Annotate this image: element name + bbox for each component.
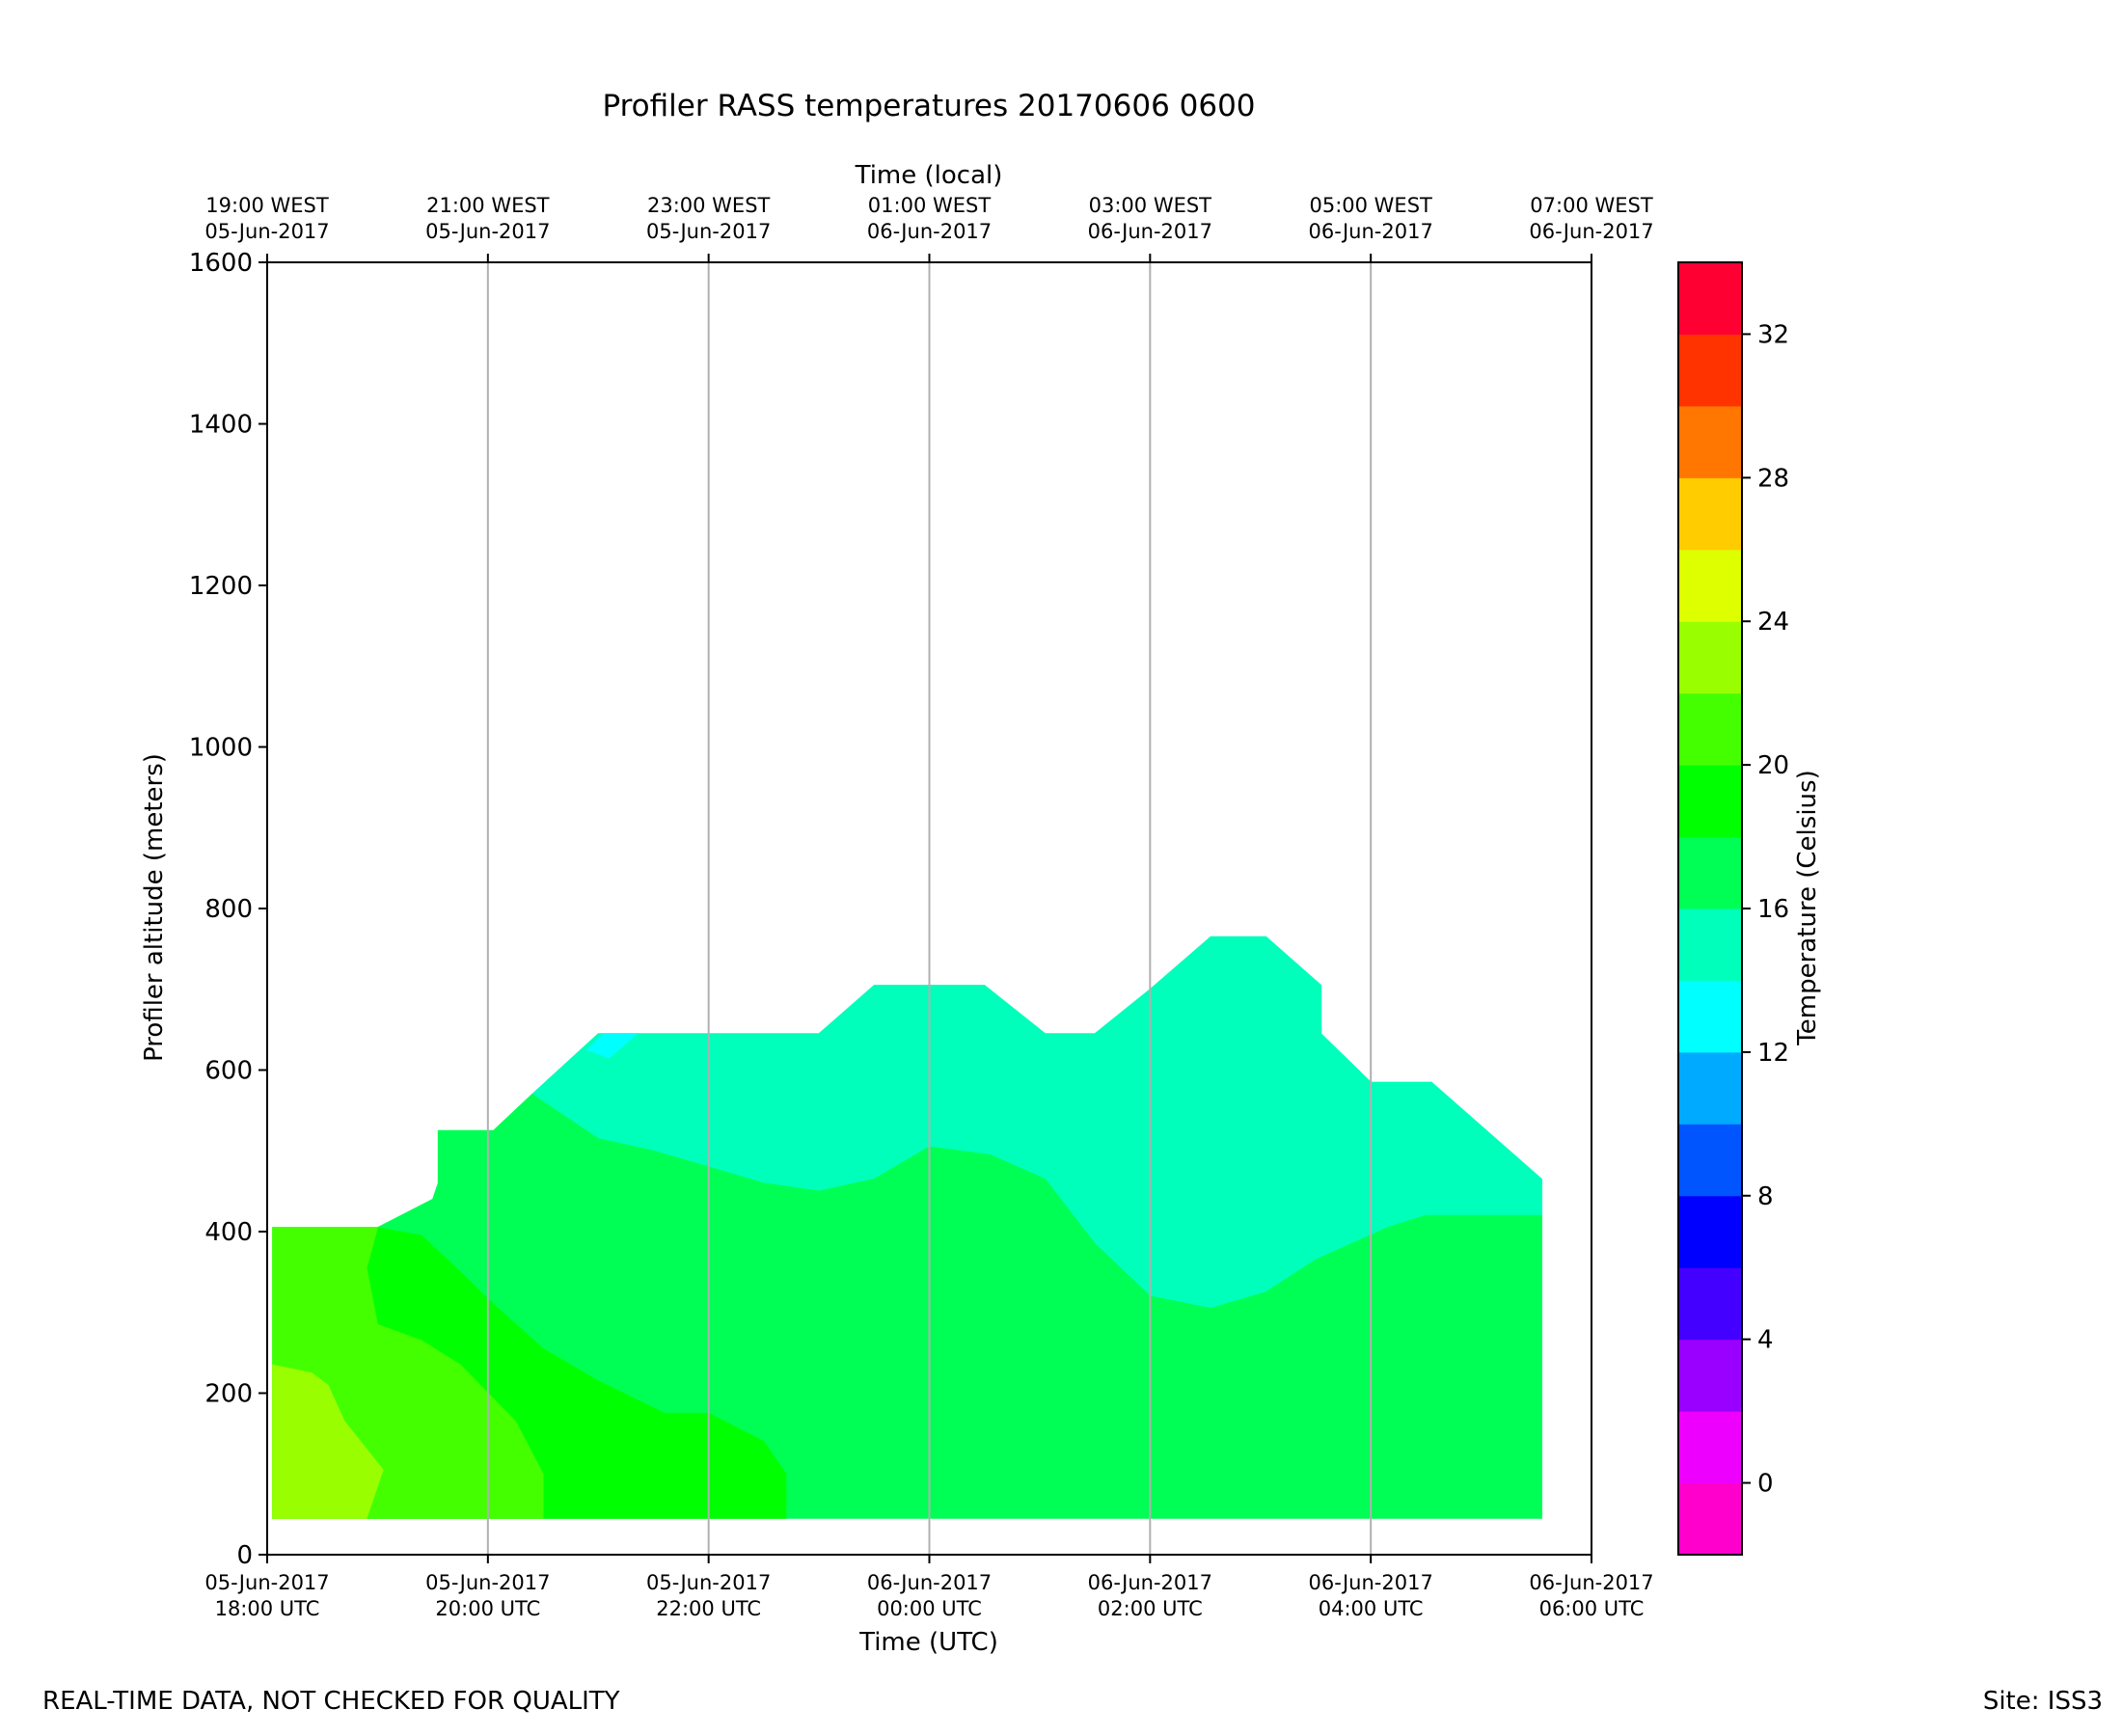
y-tick-label: 1000 — [189, 734, 253, 763]
colorbar-band — [1678, 549, 1742, 622]
colorbar-band — [1678, 1267, 1742, 1341]
colorbar-band — [1678, 909, 1742, 981]
x-tick-label-date: 05-Jun-2017 — [646, 1571, 771, 1594]
colorbar-band — [1678, 621, 1742, 694]
colorbar-band — [1678, 334, 1742, 407]
top-tick-label-date: 06-Jun-2017 — [867, 220, 992, 243]
y-tick-label: 1600 — [189, 249, 253, 278]
colorbar-band — [1678, 765, 1742, 838]
colorbar-tick-label: 0 — [1757, 1470, 1774, 1499]
colorbar-band — [1678, 1339, 1742, 1412]
top-tick-label-date: 05-Jun-2017 — [425, 220, 550, 243]
x-tick-label-date: 05-Jun-2017 — [204, 1571, 329, 1594]
x-tick-label-time: 20:00 UTC — [435, 1597, 540, 1620]
y-tick-label: 1200 — [189, 572, 253, 601]
bottom-axis-label: Time (UTC) — [858, 1628, 998, 1657]
colorbar-band — [1678, 477, 1742, 551]
y-tick-label: 600 — [204, 1057, 253, 1086]
top-tick-label-date: 05-Jun-2017 — [646, 220, 771, 243]
colorbar-band — [1678, 1051, 1742, 1125]
top-tick-label-time: 21:00 WEST — [426, 194, 550, 217]
top-tick-label-time: 05:00 WEST — [1309, 194, 1432, 217]
colorbar-band — [1678, 405, 1742, 478]
colorbar-tick-label: 24 — [1757, 608, 1789, 637]
colorbar-band — [1678, 692, 1742, 766]
y-tick-label: 400 — [204, 1218, 253, 1247]
x-tick-label-date: 06-Jun-2017 — [1088, 1571, 1212, 1594]
site-label: Site: ISS3 — [1982, 1687, 2103, 1716]
quality-disclaimer: REAL-TIME DATA, NOT CHECKED FOR QUALITY — [42, 1687, 620, 1716]
top-axis-label: Time (local) — [855, 161, 1003, 190]
colorbar-band — [1678, 1195, 1742, 1268]
top-tick-label-time: 03:00 WEST — [1089, 194, 1212, 217]
chart-title: Profiler RASS temperatures 20170606 0600 — [602, 89, 1255, 123]
top-tick-label-time: 07:00 WEST — [1530, 194, 1653, 217]
y-tick-label: 1400 — [189, 411, 253, 440]
top-tick-label-time: 19:00 WEST — [205, 194, 329, 217]
colorbar-tick-label: 12 — [1757, 1039, 1789, 1068]
x-tick-label-date: 05-Jun-2017 — [425, 1571, 550, 1594]
top-tick-label-time: 01:00 WEST — [868, 194, 992, 217]
colorbar-tick-label: 28 — [1757, 464, 1789, 493]
x-tick-label-time: 04:00 UTC — [1319, 1597, 1424, 1620]
colorbar-band — [1678, 836, 1742, 909]
x-tick-label-time: 00:00 UTC — [877, 1597, 982, 1620]
top-tick-label-date: 06-Jun-2017 — [1088, 220, 1212, 243]
y-tick-label: 200 — [204, 1380, 253, 1409]
colorbar-band — [1678, 1411, 1742, 1484]
x-tick-label-date: 06-Jun-2017 — [1529, 1571, 1653, 1594]
temp-12-14-region — [585, 1033, 639, 1059]
top-tick-label-time: 23:00 WEST — [647, 194, 771, 217]
colorbar-label: Temperature (Celsius) — [1793, 770, 1822, 1045]
colorbar-band — [1678, 262, 1742, 335]
x-tick-label-time: 02:00 UTC — [1098, 1597, 1203, 1620]
colorbar-band — [1678, 980, 1742, 1053]
x-tick-label-date: 06-Jun-2017 — [1309, 1571, 1433, 1594]
colorbar-tick-label: 20 — [1757, 751, 1789, 780]
x-tick-label-time: 06:00 UTC — [1539, 1597, 1645, 1620]
top-tick-label-date: 06-Jun-2017 — [1309, 220, 1433, 243]
x-tick-label-date: 06-Jun-2017 — [867, 1571, 992, 1594]
x-tick-label-time: 18:00 UTC — [215, 1597, 320, 1620]
y-tick-label: 0 — [236, 1541, 253, 1570]
top-tick-label-date: 06-Jun-2017 — [1529, 220, 1653, 243]
colorbar-tick-label: 4 — [1757, 1326, 1774, 1355]
x-tick-label-time: 22:00 UTC — [656, 1597, 761, 1620]
colorbar-tick-label: 16 — [1757, 895, 1789, 924]
top-tick-label-date: 05-Jun-2017 — [204, 220, 329, 243]
colorbar-tick-label: 8 — [1757, 1182, 1774, 1211]
colorbar-band — [1678, 1482, 1742, 1556]
y-tick-label: 800 — [204, 895, 253, 924]
colorbar-tick-label: 32 — [1757, 320, 1789, 349]
colorbar-band — [1678, 1124, 1742, 1197]
temp-22-24-region — [272, 1364, 384, 1519]
y-axis-label: Profiler altitude (meters) — [140, 753, 169, 1062]
